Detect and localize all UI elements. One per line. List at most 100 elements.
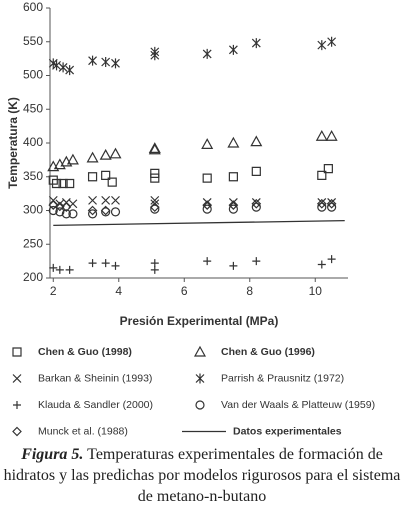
point bbox=[150, 173, 160, 183]
point bbox=[228, 172, 238, 182]
x-axis-label: Presión Experimental (MPa) bbox=[120, 314, 279, 328]
point bbox=[327, 202, 337, 212]
point bbox=[252, 257, 261, 266]
point bbox=[326, 198, 337, 209]
point bbox=[61, 209, 71, 219]
y-axis-label: Temperatura (K) bbox=[6, 97, 20, 189]
legend-label: Munck et al. (1988) bbox=[38, 425, 128, 437]
point bbox=[88, 55, 97, 66]
point bbox=[101, 195, 111, 205]
point bbox=[66, 153, 79, 165]
point bbox=[327, 36, 337, 47]
y-tick-label: 200 bbox=[23, 270, 43, 284]
point bbox=[251, 38, 261, 49]
point bbox=[87, 209, 98, 219]
legend-symbol bbox=[13, 401, 21, 409]
legend-label: Parrish & Prausnitz (1972) bbox=[221, 372, 344, 384]
point bbox=[107, 177, 117, 187]
point bbox=[150, 195, 160, 205]
point bbox=[54, 201, 65, 212]
chart: Temperatura (K) Presión Experimental (MP… bbox=[6, 0, 375, 437]
point bbox=[87, 205, 98, 216]
y-tick-label: 550 bbox=[23, 34, 43, 48]
point bbox=[86, 151, 99, 163]
point bbox=[316, 198, 327, 209]
x-tick-label: 8 bbox=[246, 284, 253, 298]
point bbox=[49, 263, 58, 272]
point bbox=[149, 202, 160, 212]
y-tick-label: 350 bbox=[23, 169, 43, 183]
point bbox=[228, 44, 238, 55]
point bbox=[61, 202, 72, 212]
legend-symbol bbox=[193, 345, 207, 357]
y-tick-label: 450 bbox=[23, 101, 43, 115]
point bbox=[327, 255, 336, 264]
point bbox=[101, 259, 110, 268]
legend-label: Barkan & Sheinin (1993) bbox=[38, 372, 152, 384]
point bbox=[99, 148, 112, 160]
point bbox=[201, 138, 214, 149]
point bbox=[65, 178, 75, 189]
point bbox=[88, 259, 97, 268]
point bbox=[55, 265, 64, 274]
y-tick-label: 300 bbox=[23, 203, 43, 217]
data-line bbox=[53, 219, 345, 226]
point bbox=[150, 265, 159, 274]
y-tick-label: 250 bbox=[23, 236, 43, 250]
legend-symbol bbox=[195, 400, 205, 410]
legend-symbol bbox=[195, 373, 205, 384]
caption-text: Temperaturas experimentales de formación… bbox=[3, 446, 401, 505]
point bbox=[227, 136, 240, 148]
legend-label: Chen & Guo (1998) bbox=[38, 346, 132, 358]
x-tick-label: 10 bbox=[309, 284, 323, 298]
x-tick-label: 4 bbox=[115, 284, 122, 298]
point bbox=[317, 170, 327, 180]
caption-label: Figura 5. bbox=[21, 446, 84, 463]
point bbox=[317, 40, 327, 51]
y-tick-label: 400 bbox=[23, 135, 43, 149]
point bbox=[251, 166, 261, 176]
point bbox=[87, 172, 98, 182]
legend-label: Klauda & Sandler (2000) bbox=[38, 399, 153, 411]
point bbox=[317, 260, 326, 269]
point bbox=[228, 200, 239, 210]
point bbox=[111, 261, 120, 270]
point bbox=[228, 197, 238, 207]
point bbox=[101, 170, 111, 180]
point bbox=[111, 195, 120, 205]
point bbox=[202, 197, 212, 207]
point bbox=[68, 209, 78, 219]
point bbox=[150, 168, 160, 178]
point bbox=[202, 173, 212, 183]
caption: Figura 5. Temperaturas experimentales de… bbox=[0, 444, 404, 507]
point bbox=[100, 205, 111, 216]
point bbox=[251, 198, 262, 209]
point bbox=[101, 57, 111, 67]
point bbox=[250, 135, 263, 147]
point bbox=[150, 50, 160, 61]
point bbox=[110, 207, 121, 217]
point bbox=[88, 195, 97, 205]
point bbox=[251, 202, 261, 212]
legend-label: Datos experimentales bbox=[233, 425, 342, 437]
point bbox=[111, 58, 120, 69]
point bbox=[325, 130, 338, 141]
point bbox=[315, 130, 328, 141]
legend-symbol bbox=[12, 347, 22, 357]
legend-label: Chen & Guo (1996) bbox=[221, 346, 315, 358]
point bbox=[65, 265, 74, 274]
y-tick-label: 500 bbox=[23, 68, 43, 82]
x-tick-label: 2 bbox=[50, 284, 57, 298]
legend-label: Van der Waals & Platteuw (1959) bbox=[221, 399, 375, 411]
y-tick-label: 600 bbox=[23, 0, 43, 14]
point bbox=[323, 164, 333, 174]
point bbox=[58, 62, 68, 73]
point bbox=[229, 261, 238, 270]
point bbox=[65, 65, 75, 76]
point bbox=[202, 200, 213, 210]
point bbox=[48, 175, 58, 185]
x-tick-label: 6 bbox=[181, 284, 188, 298]
point bbox=[148, 142, 161, 153]
point bbox=[52, 60, 61, 71]
point bbox=[148, 143, 161, 155]
